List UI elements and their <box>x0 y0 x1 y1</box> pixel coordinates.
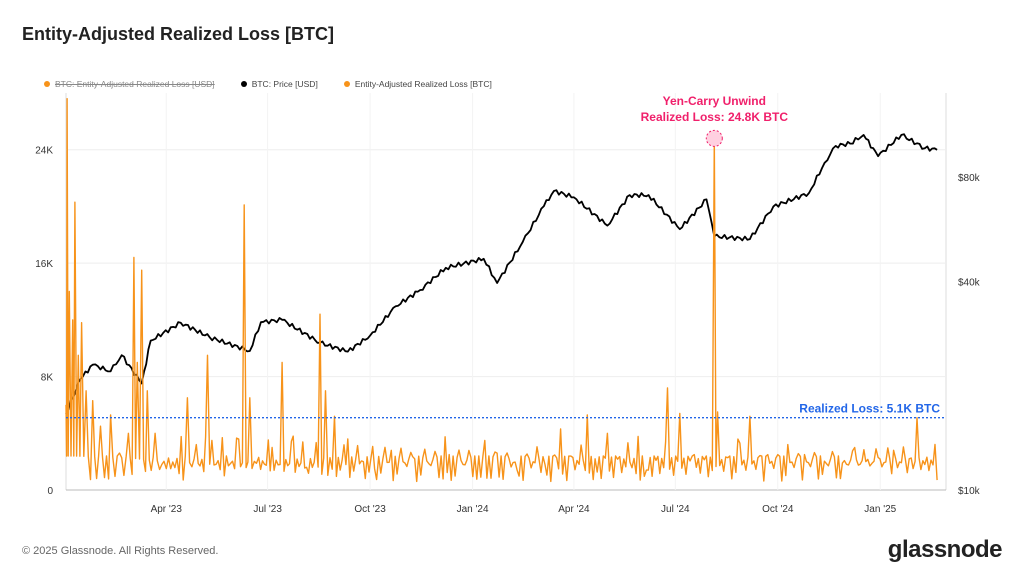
y-left-tick-label: 16K <box>35 259 53 270</box>
legend-label: BTC: Entity-Adjusted Realized Loss [USD] <box>55 79 215 89</box>
y-left-tick-label: 24K <box>35 146 53 157</box>
legend-dot-icon <box>343 81 350 87</box>
y-right-tick-label: $40k <box>958 277 981 288</box>
legend-label: BTC: Price [USD] <box>251 79 318 89</box>
y-right-tick-label: $10k <box>958 486 981 497</box>
legend-dot-icon <box>240 81 247 87</box>
price-series-line <box>65 133 938 415</box>
chart-title: Entity-Adjusted Realized Loss [BTC] <box>22 24 335 44</box>
legend-dot-icon <box>44 81 50 87</box>
peak-annotation-label: Yen-Carry Unwind <box>663 94 766 108</box>
x-tick-label: Oct '24 <box>762 504 794 515</box>
x-tick-label: Jan '24 <box>457 504 489 515</box>
x-tick-label: Jul '23 <box>253 504 282 515</box>
y-right-tick-label: $80k <box>958 173 981 184</box>
legend-label: Entity-Adjusted Realized Loss [BTC] <box>354 79 492 89</box>
copyright-text: © 2025 Glassnode. All Rights Reserved. <box>22 545 219 557</box>
x-tick-label: Jul '24 <box>661 504 690 515</box>
x-tick-label: Oct '23 <box>354 504 386 515</box>
loss-series-line <box>65 98 938 483</box>
x-tick-label: Apr '23 <box>151 504 183 515</box>
legend-item-loss-btc[interactable]: Entity-Adjusted Realized Loss [BTC] <box>343 79 492 89</box>
threshold-label: Realized Loss: 5.1K BTC <box>799 402 940 416</box>
x-tick-label: Apr '24 <box>558 504 590 515</box>
y-left-tick-label: 8K <box>41 373 54 384</box>
legend-item-price[interactable]: BTC: Price [USD] <box>240 79 318 89</box>
chart-legend: BTC: Entity-Adjusted Realized Loss [USD]… <box>44 79 492 89</box>
legend-item-loss-usd[interactable]: BTC: Entity-Adjusted Realized Loss [USD] <box>44 79 215 89</box>
y-left-tick-label: 0 <box>47 486 53 497</box>
x-tick-label: Jan '25 <box>864 504 896 515</box>
glassnode-logo: glassnode <box>887 536 1003 563</box>
peak-annotation-label: Realized Loss: 24.8K BTC <box>641 110 789 124</box>
peak-marker <box>705 129 723 147</box>
